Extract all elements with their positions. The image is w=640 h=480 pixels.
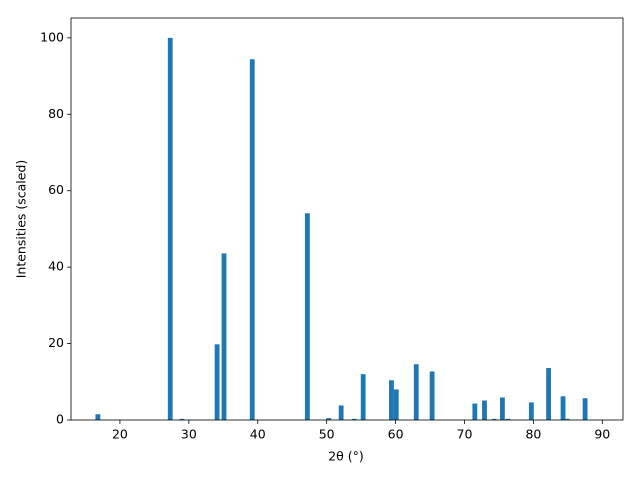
y-axis-label: Intensities (scaled) (14, 160, 29, 279)
x-tick-label: 20 (112, 427, 128, 442)
bar (564, 418, 570, 420)
bar (351, 418, 357, 420)
y-tick-label: 60 (48, 182, 64, 197)
x-axis-label: 2θ (°) (328, 449, 364, 464)
bar (179, 418, 185, 420)
bar (360, 374, 366, 420)
bar (582, 398, 588, 420)
bar (326, 418, 332, 420)
y-tick-label: 40 (48, 259, 64, 274)
x-tick-label: 40 (250, 427, 266, 442)
bar (249, 59, 255, 421)
bar (560, 396, 566, 420)
bar (472, 403, 478, 420)
x-tick-label: 70 (457, 427, 473, 442)
bar (393, 389, 399, 420)
bar (413, 364, 419, 420)
y-tick-label: 0 (56, 412, 64, 427)
x-tick-label: 50 (319, 427, 335, 442)
bar (499, 397, 505, 420)
y-tick-label: 100 (40, 29, 64, 44)
bar (505, 418, 511, 420)
bar (304, 213, 310, 420)
bar (528, 402, 534, 420)
x-tick-label: 80 (525, 427, 541, 442)
bar (482, 400, 487, 420)
bar (546, 368, 551, 420)
bar (95, 414, 101, 420)
bar (429, 371, 435, 420)
bar (214, 344, 220, 420)
bar (338, 405, 344, 420)
bar (389, 380, 394, 420)
y-tick-label: 20 (48, 335, 64, 350)
x-tick-label: 90 (594, 427, 610, 442)
x-tick-label: 30 (181, 427, 197, 442)
bar (167, 37, 173, 420)
bar (221, 253, 227, 420)
x-tick-label: 60 (388, 427, 404, 442)
y-tick-label: 80 (48, 106, 64, 121)
bar (491, 418, 497, 420)
plot-frame (70, 17, 624, 421)
